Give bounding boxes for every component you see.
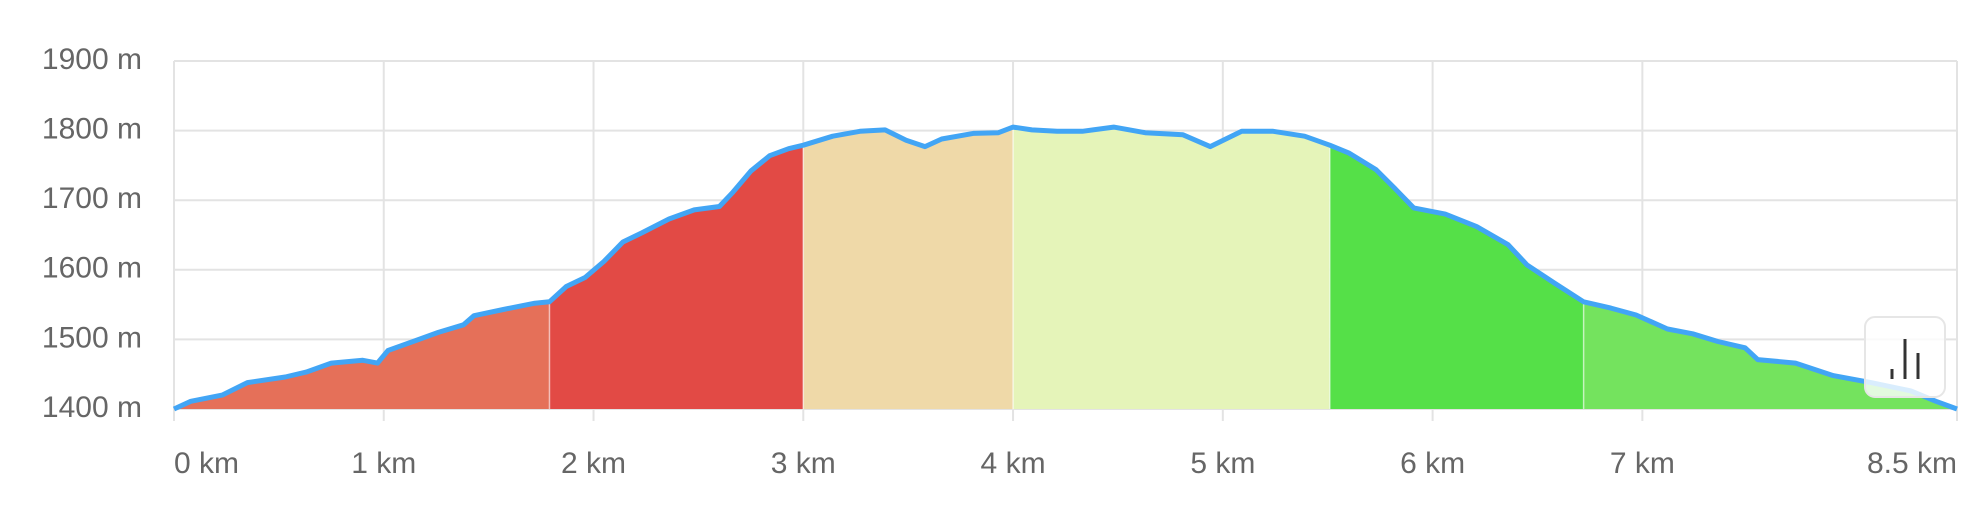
x-tick-label: 7 km xyxy=(1610,447,1675,480)
x-tick-label: 6 km xyxy=(1400,447,1465,480)
y-tick-label: 1700 m xyxy=(42,182,142,215)
x-tick-label: 4 km xyxy=(981,447,1046,480)
y-tick-label: 1400 m xyxy=(42,391,142,424)
chart-type-button[interactable] xyxy=(1864,316,1946,398)
gradient-segment xyxy=(174,127,550,409)
y-tick-label: 1900 m xyxy=(42,43,142,76)
y-tick-label: 1500 m xyxy=(42,321,142,354)
x-tick-label: 8.5 km xyxy=(1867,447,1957,480)
y-tick-label: 1600 m xyxy=(42,252,142,285)
gradient-segment xyxy=(1329,127,1584,409)
gradient-segment xyxy=(803,127,1014,409)
y-tick-label: 1800 m xyxy=(42,113,142,146)
x-tick-label: 3 km xyxy=(771,447,836,480)
x-tick-label: 5 km xyxy=(1190,447,1255,480)
x-tick-label: 2 km xyxy=(561,447,626,480)
x-tick-label: 0 km xyxy=(174,447,239,480)
x-tick-label: 1 km xyxy=(351,447,416,480)
gradient-segment xyxy=(549,127,804,409)
elevation-line xyxy=(172,124,1958,412)
gradient-segment xyxy=(1013,127,1330,409)
